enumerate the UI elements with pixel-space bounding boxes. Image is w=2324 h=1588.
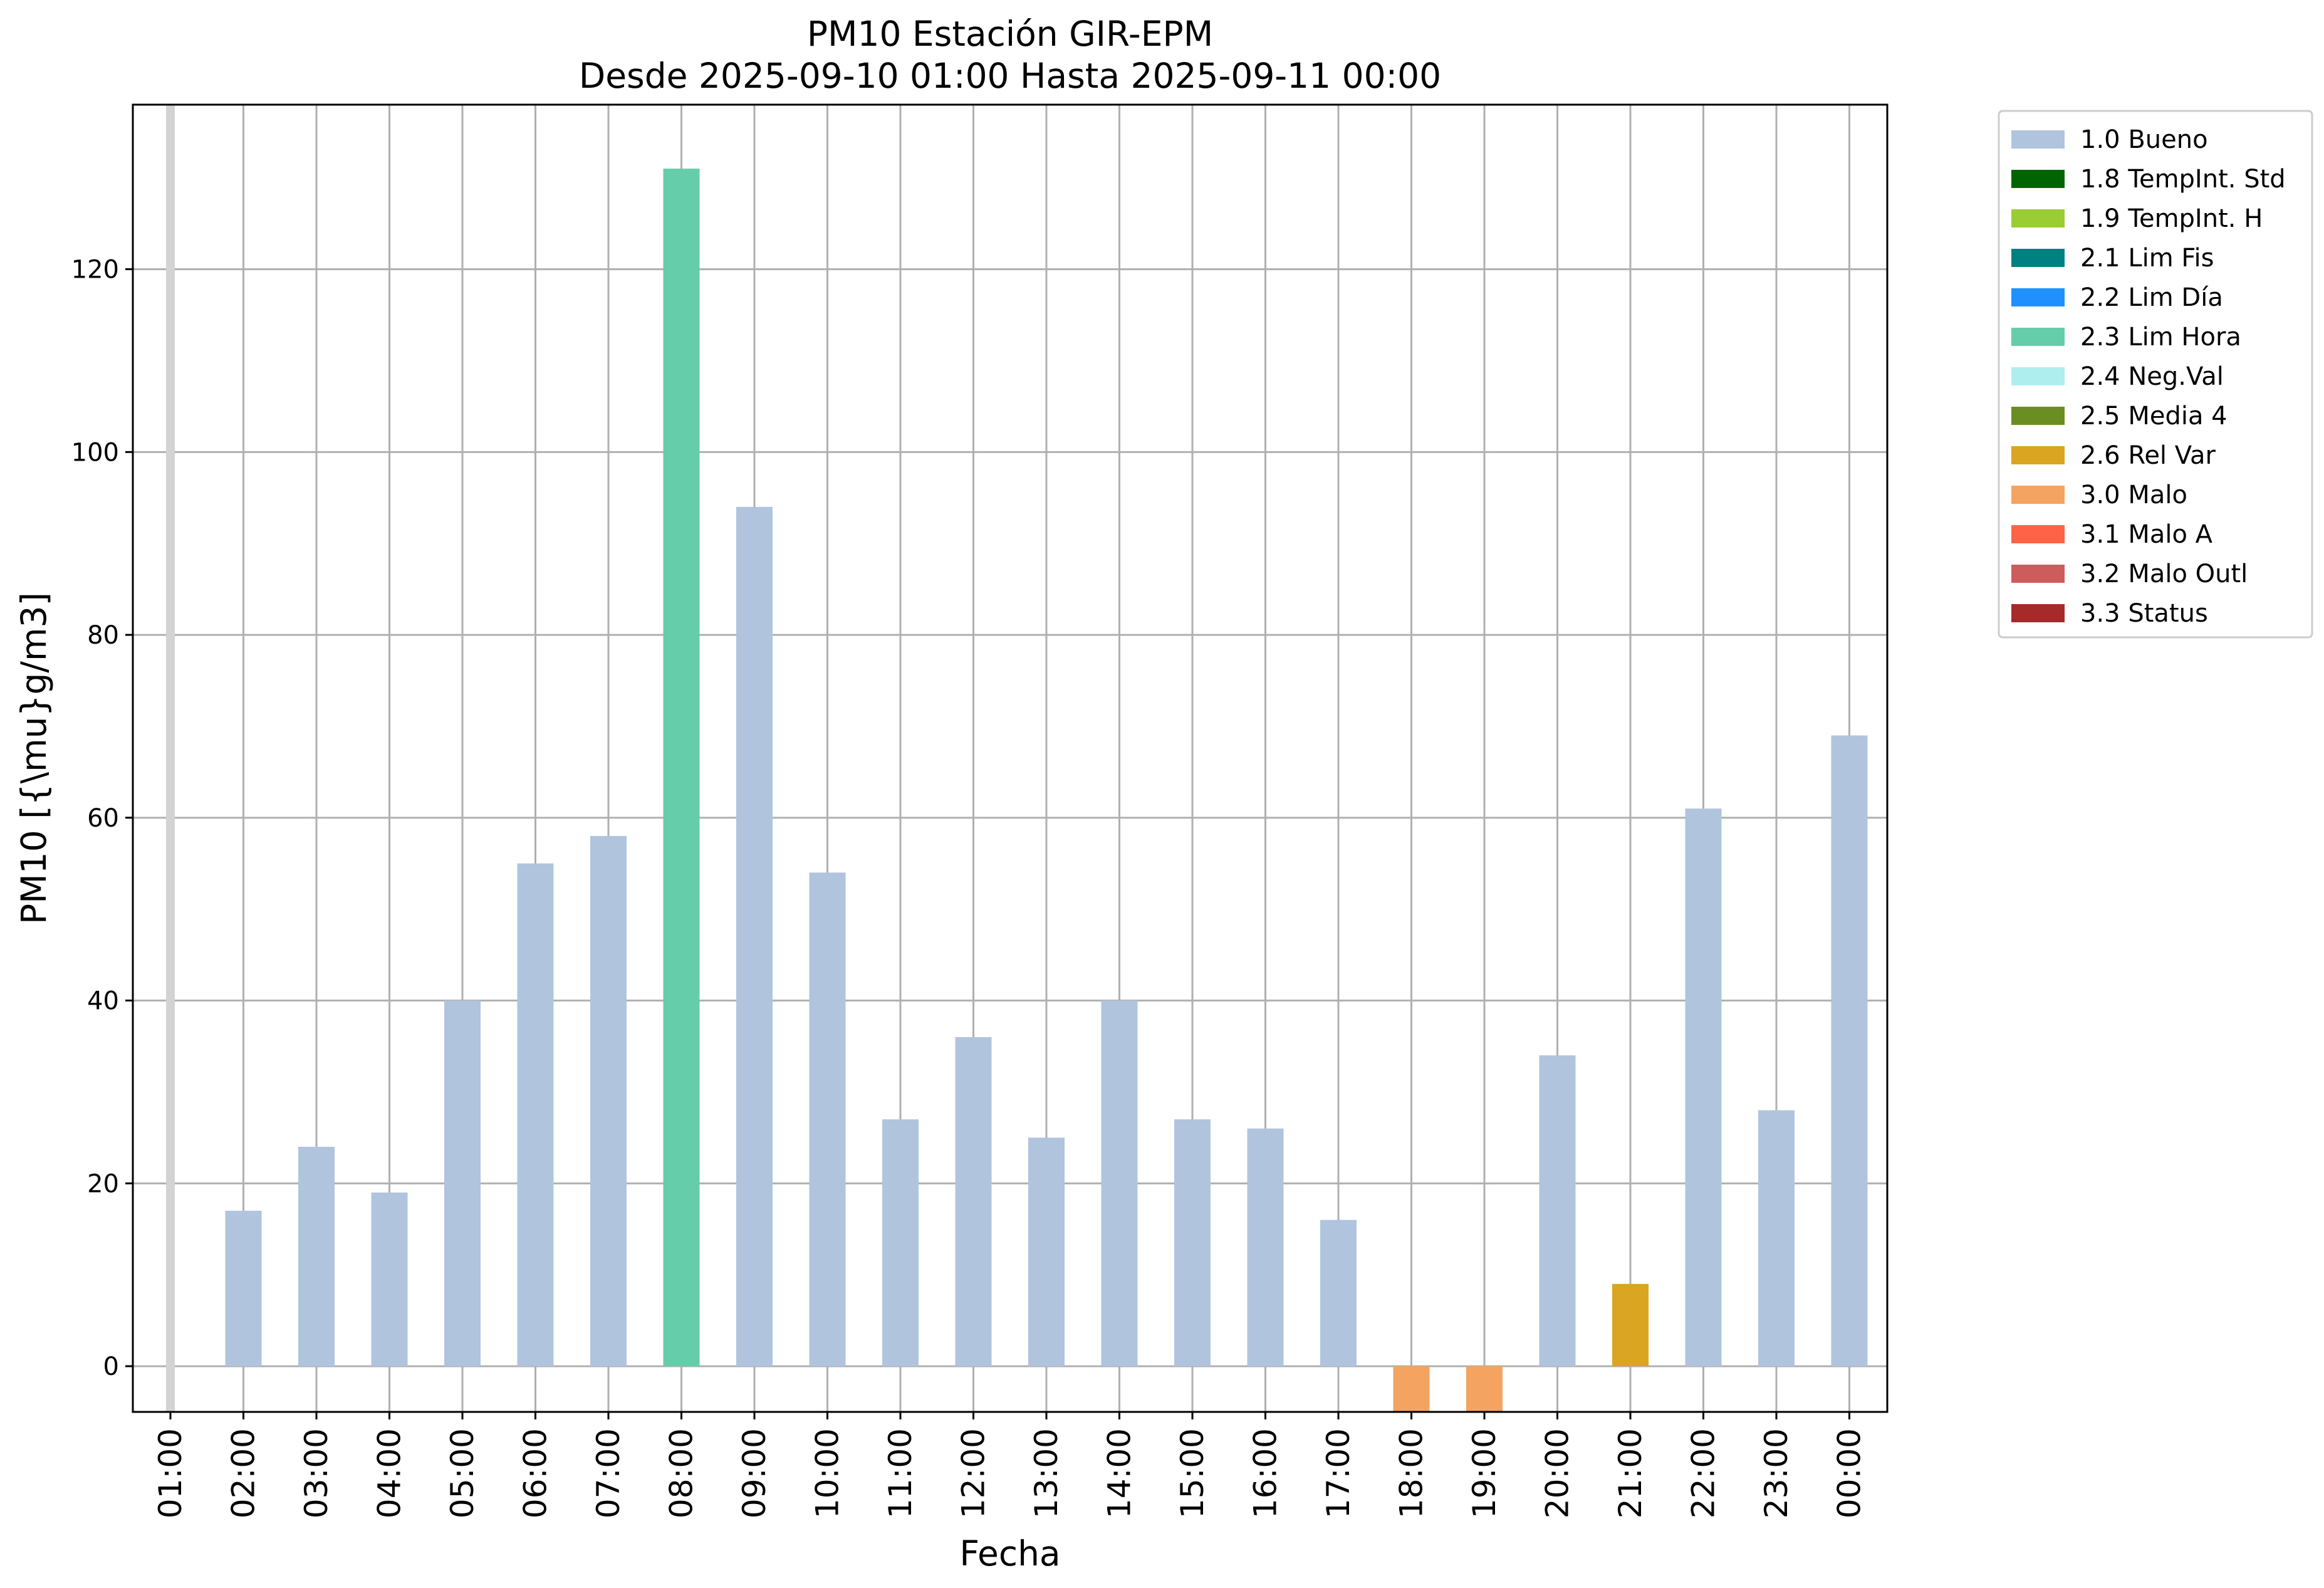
x-axis-label: Fecha — [959, 1533, 1060, 1574]
legend: 1.0 Bueno 1.8 TempInt. Std 1.9 TempInt. H 2… — [1999, 111, 2312, 637]
x-tick-label: 13:00 — [1028, 1428, 1065, 1518]
legend-swatch — [2011, 446, 2065, 464]
x-tick-label: 16:00 — [1248, 1428, 1284, 1518]
bar — [1174, 1119, 1211, 1366]
legend-entry: 3.3 Status — [2080, 599, 2208, 628]
y-tick-label: 120 — [71, 256, 119, 285]
y-tick-label: 20 — [87, 1169, 119, 1198]
legend-swatch — [2011, 170, 2065, 188]
legend-swatch — [2011, 209, 2065, 227]
x-tick-label: 22:00 — [1686, 1428, 1722, 1518]
legend-entry: 1.8 TempInt. Std — [2080, 165, 2286, 194]
legend-entry: 1.0 Bueno — [2080, 125, 2208, 154]
y-axis: 0 20 40 60 80 100 120 — [71, 256, 133, 1381]
x-tick-label: 01:00 — [152, 1428, 189, 1518]
bar — [1394, 1366, 1430, 1412]
bars — [166, 105, 1868, 1412]
bar — [1612, 1284, 1649, 1366]
x-tick-label: 21:00 — [1612, 1428, 1649, 1518]
x-tick-label: 14:00 — [1102, 1428, 1138, 1518]
legend-entry: 2.5 Media 4 — [2080, 402, 2228, 431]
legend-entry: 3.2 Malo Outl — [2080, 560, 2248, 588]
bar — [444, 1001, 481, 1366]
legend-swatch — [2011, 130, 2065, 149]
x-tick-label: 02:00 — [226, 1428, 262, 1518]
bar — [372, 1193, 408, 1366]
legend-entry: 2.4 Neg.Val — [2080, 362, 2224, 391]
x-tick-label: 05:00 — [444, 1428, 481, 1518]
bar — [882, 1119, 919, 1366]
missing-data-marker — [166, 105, 175, 1412]
bar — [1758, 1110, 1795, 1366]
bar — [736, 507, 773, 1366]
bar — [1686, 808, 1722, 1366]
bar — [298, 1147, 335, 1366]
bar — [1832, 736, 1868, 1367]
y-tick-label: 40 — [87, 987, 119, 1016]
y-tick-label: 60 — [87, 804, 119, 833]
bar — [1320, 1220, 1357, 1366]
bar — [518, 864, 554, 1366]
bar — [1540, 1055, 1576, 1366]
legend-swatch — [2011, 525, 2065, 543]
x-tick-label: 23:00 — [1758, 1428, 1795, 1518]
x-tick-label: 07:00 — [590, 1428, 627, 1518]
y-tick-label: 0 — [103, 1352, 119, 1381]
legend-entry: 2.2 Lim Día — [2080, 283, 2223, 312]
legend-entry: 2.6 Rel Var — [2080, 441, 2216, 470]
x-axis: 01:00 02:00 03:00 04:00 05:00 06:00 07:00 08:00… — [152, 1412, 1868, 1518]
legend-entry: 3.1 Malo A — [2080, 520, 2213, 549]
x-tick-label: 11:00 — [882, 1428, 919, 1518]
legend-swatch — [2011, 565, 2065, 583]
legend-entry: 2.1 Lim Fis — [2080, 244, 2214, 273]
legend-swatch — [2011, 407, 2065, 425]
x-tick-label: 00:00 — [1832, 1428, 1868, 1518]
bar — [1028, 1137, 1065, 1366]
x-tick-label: 09:00 — [736, 1428, 773, 1518]
legend-swatch — [2011, 486, 2065, 504]
x-tick-label: 10:00 — [810, 1428, 846, 1518]
bar — [226, 1211, 262, 1366]
x-tick-label: 08:00 — [664, 1428, 700, 1518]
y-tick-label: 100 — [71, 438, 119, 467]
x-tick-label: 15:00 — [1174, 1428, 1211, 1518]
x-tick-label: 12:00 — [956, 1428, 992, 1518]
y-axis-label: PM10 [{\mu}g/m3] — [14, 592, 54, 924]
x-tick-label: 06:00 — [518, 1428, 554, 1518]
bar — [1248, 1129, 1284, 1366]
x-tick-label: 18:00 — [1394, 1428, 1430, 1518]
bar — [810, 872, 846, 1366]
chart-title: PM10 Estación GIR-EPM — [807, 14, 1213, 54]
bar — [956, 1037, 992, 1366]
legend-swatch — [2011, 249, 2065, 267]
x-tick-label: 17:00 — [1320, 1428, 1357, 1518]
legend-swatch — [2011, 367, 2065, 385]
bar — [1102, 1001, 1138, 1366]
legend-entry: 1.9 TempInt. H — [2080, 204, 2263, 233]
x-tick-label: 04:00 — [372, 1428, 408, 1518]
chart-subtitle: Desde 2025-09-10 01:00 Hasta 2025-09-11 … — [579, 56, 1441, 96]
x-tick-label: 03:00 — [298, 1428, 335, 1518]
bar — [664, 169, 700, 1366]
y-tick-label: 80 — [87, 621, 119, 650]
legend-entry: 2.3 Lim Hora — [2080, 323, 2241, 352]
legend-swatch — [2011, 604, 2065, 622]
x-tick-label: 20:00 — [1540, 1428, 1576, 1518]
legend-swatch — [2011, 328, 2065, 346]
legend-swatch — [2011, 288, 2065, 306]
bar — [1466, 1366, 1503, 1412]
legend-entry: 3.0 Malo — [2080, 481, 2187, 509]
x-tick-label: 19:00 — [1466, 1428, 1503, 1518]
bar — [590, 836, 627, 1366]
